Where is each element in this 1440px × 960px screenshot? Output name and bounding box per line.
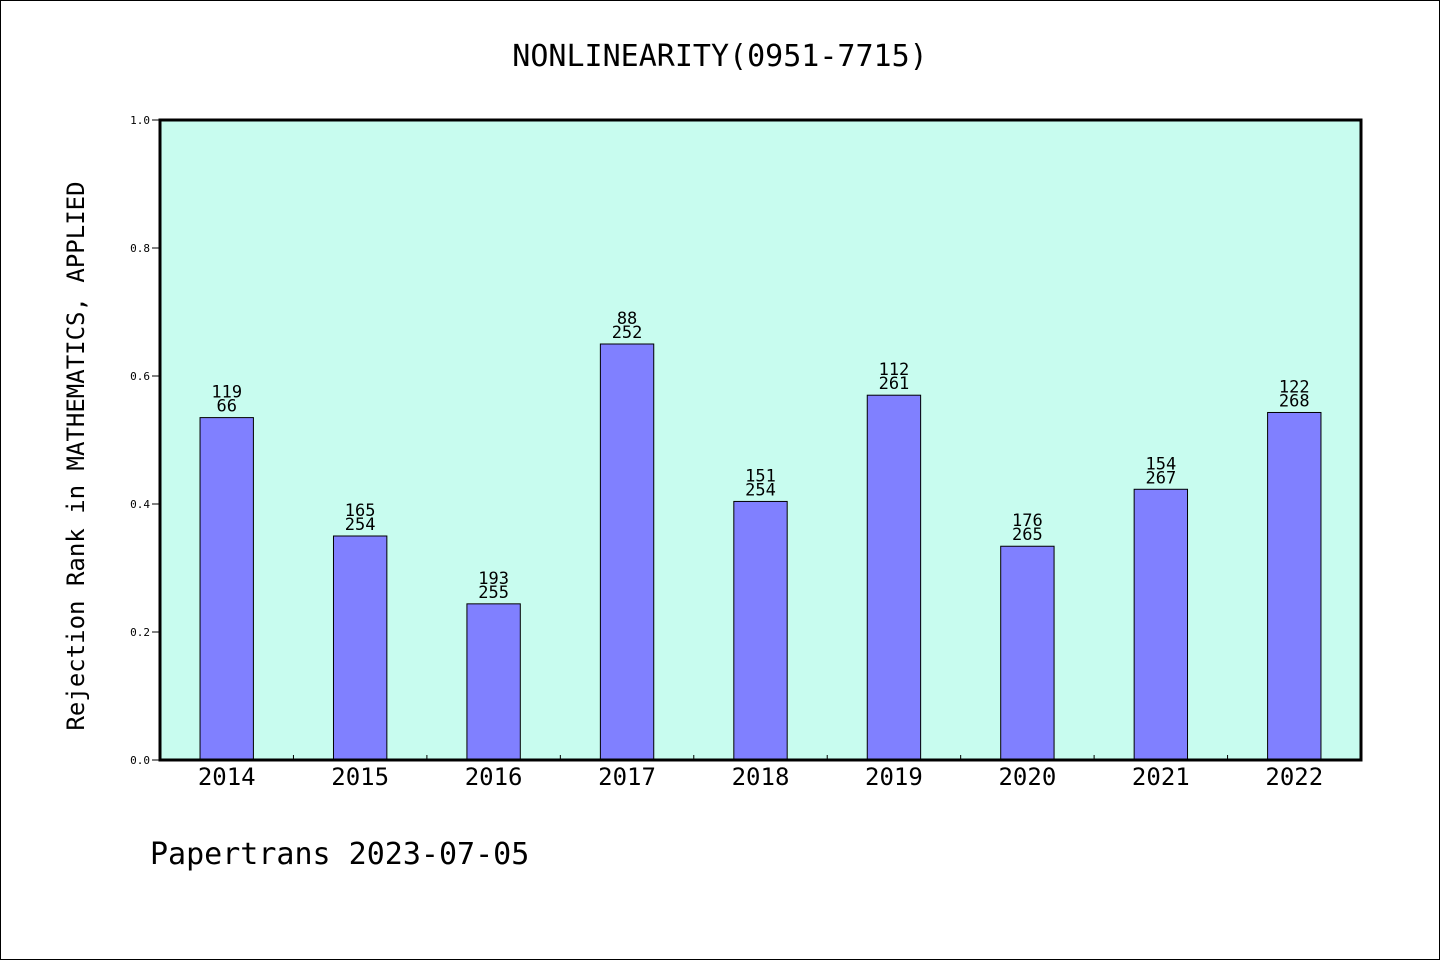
bar-label-bottom-2019: 261: [879, 374, 910, 394]
x-tick-label-2017: 2017: [598, 763, 656, 791]
bar-label-top-2016: 193: [478, 569, 509, 589]
x-tick-label-2014: 2014: [198, 763, 256, 791]
bar-2022: [1267, 411, 1322, 761]
x-tick-label-2015: 2015: [331, 763, 389, 791]
y-tick-label: 0.2: [130, 626, 150, 639]
bar-label-bottom-2017: 252: [612, 323, 643, 343]
x-tick-label-2021: 2021: [1132, 763, 1190, 791]
bar-label-bottom-2016: 255: [478, 583, 509, 603]
bar-label-top-2021: 154: [1145, 454, 1176, 474]
bar-label-bottom-2015: 254: [345, 515, 376, 535]
bar-2014: [199, 417, 254, 761]
y-axis-label: Rejection Rank in MATHEMATICS, APPLIED: [62, 181, 90, 730]
bar-label-top-2017: 88: [617, 309, 637, 329]
y-tick-label: 0.8: [130, 242, 150, 255]
bar-labels-group: 1196616525419325588252151254112261176265…: [211, 309, 1309, 603]
bar-label-top-2019: 112: [879, 360, 910, 380]
bar-label-top-2020: 176: [1012, 511, 1043, 531]
bar-label-top-2015: 165: [345, 501, 376, 521]
x-tick-label-2016: 2016: [465, 763, 523, 791]
y-tick-label: 0.6: [130, 370, 150, 383]
bar-label-bottom-2014: 66: [216, 397, 236, 417]
bar-2018: [733, 500, 788, 761]
bar-2020: [1000, 545, 1055, 761]
y-axis-ticks: 0.0 0.2 0.4 0.6 0.8 1.0: [130, 114, 160, 767]
bar-label-bottom-2022: 268: [1279, 391, 1310, 411]
bar-2019: [866, 394, 922, 761]
bar-2015: [332, 535, 388, 761]
plot-border: [158, 118, 1363, 762]
bar-label-top-2018: 151: [745, 466, 776, 486]
y-tick-label: 0.4: [130, 498, 150, 511]
bar-2021: [1133, 488, 1189, 761]
bar-label-top-2022: 122: [1279, 377, 1310, 397]
x-tick-label-2019: 2019: [865, 763, 923, 791]
x-tick-label-2018: 2018: [732, 763, 790, 791]
bar-label-bottom-2021: 267: [1145, 468, 1176, 488]
bar-label-top-2014: 119: [211, 383, 242, 403]
bar-2017: [599, 343, 655, 761]
x-axis-ticks: 2014 2015 2016 2017 2018 2019 2020 2021 2022: [198, 755, 1323, 791]
y-tick-label: 1.0: [130, 114, 150, 127]
bar-label-bottom-2020: 265: [1012, 525, 1043, 545]
bars-group: [199, 343, 1322, 761]
bar-2016: [466, 603, 521, 761]
x-tick-label-2020: 2020: [998, 763, 1056, 791]
footer-credit: Papertrans 2023-07-05: [150, 837, 529, 872]
x-tick-label-2022: 2022: [1265, 763, 1323, 791]
y-tick-label: 0.0: [130, 754, 150, 767]
chart-title: NONLINEARITY(0951-7715): [512, 39, 927, 74]
bar-label-bottom-2018: 254: [745, 480, 776, 500]
